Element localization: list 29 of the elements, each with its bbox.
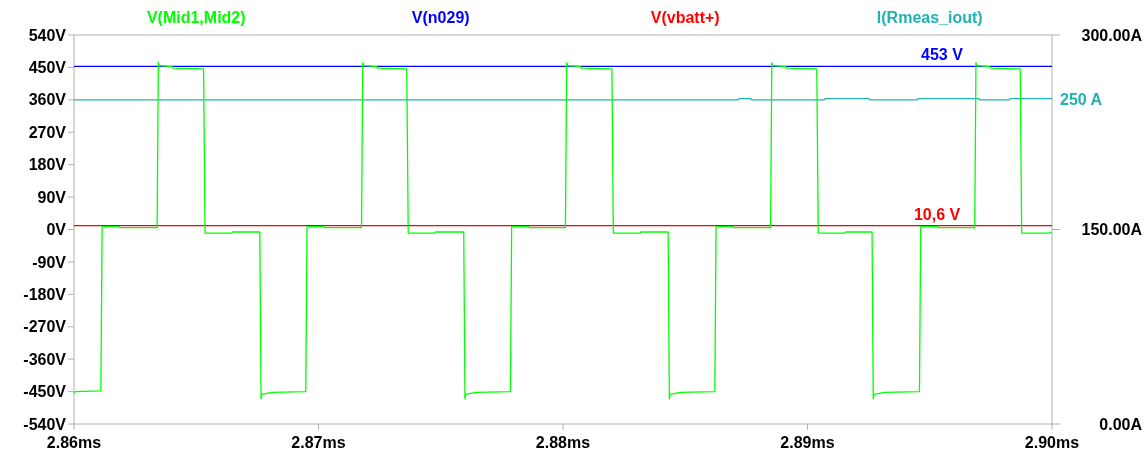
- x-tick-label: 2.87ms: [291, 434, 346, 451]
- y-tick-label: -360V: [23, 350, 67, 368]
- y-tick-label: 360V: [28, 91, 67, 109]
- y2-tick-label: 300.00A: [1081, 26, 1143, 44]
- y-tick-label: -450V: [23, 383, 67, 401]
- line-series: [73, 62, 1053, 400]
- y-tick-label: 0V: [46, 221, 67, 239]
- y-tick-label: 450V: [28, 59, 67, 77]
- text: V(Mid1,Mid2): [146, 9, 246, 26]
- x-tick-label: 2.86ms: [46, 434, 102, 451]
- y-tick-label: 540V: [28, 26, 67, 44]
- y-tick-label: 180V: [28, 156, 67, 174]
- y-tick-label: -270V: [23, 318, 67, 336]
- y2-tick-label: 150.00A: [1081, 221, 1143, 239]
- y-tick-label: -90V: [32, 253, 67, 271]
- y-tick-label: -180V: [23, 285, 67, 303]
- text: V(n029): [411, 9, 470, 26]
- y-tick-label: -540V: [23, 415, 67, 433]
- annotation: 10,6 V: [913, 205, 961, 223]
- y-tick-label: 270V: [28, 123, 67, 141]
- text: V(vbatt+): [650, 9, 720, 26]
- x-tick-label: 2.89ms: [780, 434, 835, 451]
- text: I(Rmeas_iout): [876, 9, 983, 26]
- annotation: 453 V: [921, 46, 964, 64]
- x-tick-label: 2.88ms: [535, 434, 591, 451]
- y2-tick-label: 0.00A: [1099, 415, 1143, 433]
- annotation: 250 A: [1060, 91, 1103, 109]
- x-tick-label: 2.90ms: [1024, 434, 1080, 451]
- y-tick-label: 90V: [37, 188, 67, 206]
